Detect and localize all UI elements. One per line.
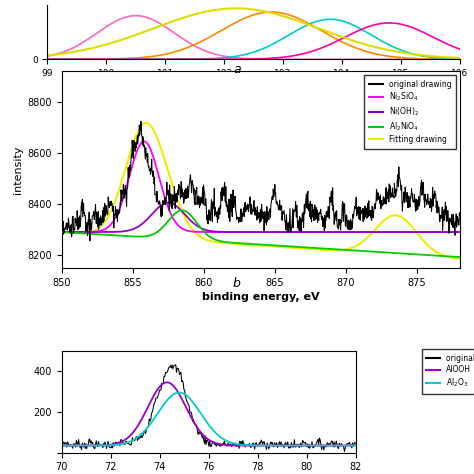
Y-axis label: intensity: intensity [13,145,23,194]
X-axis label: binding energy, eV: binding energy, eV [198,81,309,91]
Text: $a$: $a$ [233,64,241,76]
Text: $b$: $b$ [232,276,242,290]
X-axis label: binding energy, eV: binding energy, eV [202,292,319,301]
Legend: original drawing, Ni$_2$SiO$_4$, Ni(OH)$_2$, Al$_2$NiO$_4$, Fitting drawing: original drawing, Ni$_2$SiO$_4$, Ni(OH)$… [365,75,456,149]
Legend: original drawing, AlOOH, Al$_2$O$_3$: original drawing, AlOOH, Al$_2$O$_3$ [422,349,474,394]
